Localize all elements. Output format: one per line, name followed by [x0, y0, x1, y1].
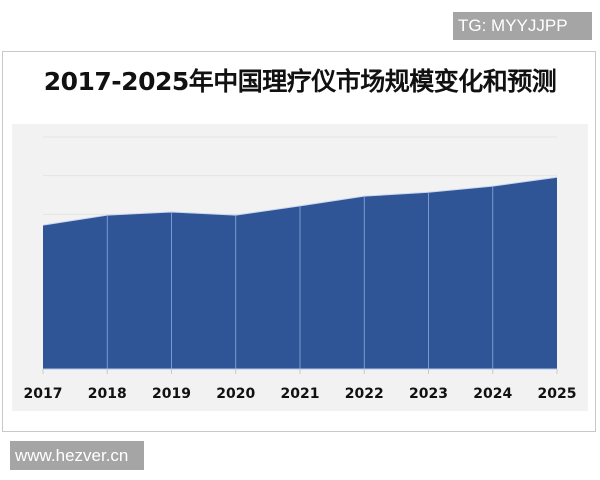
- watermark-site: www.hezver.cn: [10, 441, 144, 470]
- x-tick-label: 2021: [281, 386, 320, 402]
- x-tick-label: 2025: [538, 386, 577, 402]
- x-tick-label: 2019: [152, 386, 191, 402]
- x-tick-label: 2017: [24, 386, 63, 402]
- x-tick-label: 2023: [409, 386, 448, 402]
- x-tick-label: 2018: [88, 386, 127, 402]
- x-tick-label: 2022: [345, 386, 384, 402]
- chart-title: 2017-2025年中国理疗仪市场规模变化和预测: [43, 67, 557, 96]
- x-tick-label: 2024: [473, 386, 512, 402]
- x-tick-label: 2020: [216, 386, 255, 402]
- watermark-tg: TG: MYYJJPP: [453, 12, 592, 40]
